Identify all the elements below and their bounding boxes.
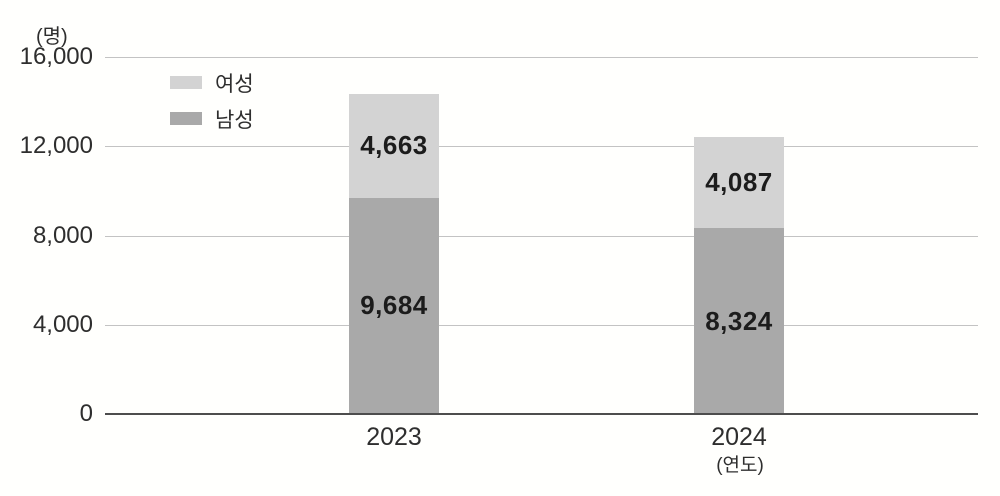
bar-value-label: 8,324: [705, 305, 773, 336]
gridline: [105, 235, 978, 237]
x-tick-label: 2023: [366, 423, 422, 451]
y-tick-label: 0: [79, 400, 93, 427]
legend-item: 남성: [170, 108, 254, 132]
bar-value-label: 9,684: [360, 290, 428, 321]
legend-item: 여성: [170, 72, 254, 96]
x-tick-label: 2024: [711, 423, 767, 451]
gridline: [105, 146, 978, 148]
legend-swatch: [170, 112, 202, 125]
y-tick-label: 12,000: [19, 132, 93, 160]
x-axis-unit-label: (연도): [716, 455, 764, 476]
y-tick-label: 16,000: [19, 43, 93, 70]
y-tick-label: 4,000: [32, 310, 93, 338]
legend-swatch: [170, 76, 202, 89]
bar-segment: 9,684: [349, 197, 439, 414]
legend-label: 남성: [215, 108, 254, 132]
bar-segment: 8,324: [694, 228, 784, 414]
gridline: [105, 324, 978, 326]
bar-segment: 4,663: [349, 93, 439, 198]
plot-area: 9,684 4,663 8,324 4,087: [105, 57, 978, 415]
bar-value-label: 4,087: [705, 167, 773, 198]
legend-label: 여성: [215, 72, 254, 96]
bar-segment: 4,087: [694, 137, 784, 229]
bar-value-label: 4,663: [360, 130, 428, 161]
gridline: [105, 57, 978, 58]
x-axis-line: [105, 413, 978, 415]
y-tick-label: 8,000: [32, 221, 93, 249]
y-axis-unit-label: (명): [36, 26, 68, 48]
